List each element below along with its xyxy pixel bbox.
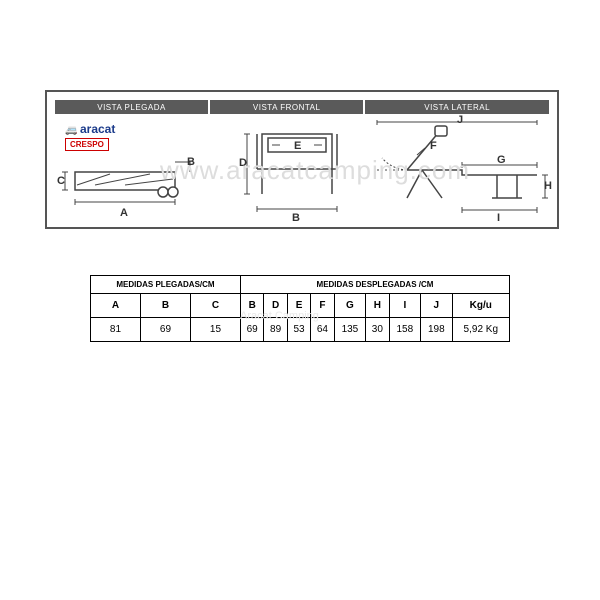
table-col-header: B (140, 294, 190, 318)
dim-a-folded: A (120, 207, 128, 219)
table-cell: 64 (311, 318, 334, 342)
table-cell: 30 (366, 318, 389, 342)
table-cell: 69 (140, 318, 190, 342)
dim-f: F (430, 140, 437, 152)
dim-b-folded: B (187, 156, 195, 168)
table-cell: 89 (264, 318, 287, 342)
table-col-header: D (264, 294, 287, 318)
table-col-header: E (287, 294, 310, 318)
table-cell: 198 (421, 318, 453, 342)
table-col-header: F (311, 294, 334, 318)
header-bar: VISTA PLEGADA VISTA FRONTAL VISTA LATERA… (55, 100, 549, 114)
table-col-header: A (91, 294, 141, 318)
header-front: VISTA FRONTAL (210, 100, 363, 114)
dim-j: J (457, 114, 463, 126)
dimensions-table: MEDIDAS PLEGADAS/CM MEDIDAS DESPLEGADAS … (90, 275, 510, 342)
brand-logos: 🚐 aracat CRESPO (65, 122, 115, 151)
table-cell: 135 (334, 318, 366, 342)
table-row: MEDIDAS PLEGADAS/CM MEDIDAS DESPLEGADAS … (91, 276, 510, 294)
group-header-folded: MEDIDAS PLEGADAS/CM (91, 276, 241, 294)
front-diagram (232, 124, 362, 224)
group-header-unfolded: MEDIDAS DESPLEGADAS /CM (240, 276, 509, 294)
table-cell: 81 (91, 318, 141, 342)
table-col-header: J (421, 294, 453, 318)
table-col-header: H (366, 294, 389, 318)
logo-aracat: aracat (80, 122, 115, 136)
dim-b-front: B (292, 212, 300, 224)
table-row: ABCBDEFGHIJKg/u (91, 294, 510, 318)
dim-i: I (497, 212, 500, 224)
table-col-header: Kg/u (452, 294, 509, 318)
table-cell: 15 (190, 318, 240, 342)
table-cell: 53 (287, 318, 310, 342)
lateral-diagram (367, 120, 552, 225)
table-col-header: G (334, 294, 366, 318)
dim-c-folded: C (57, 175, 65, 187)
table-cell: 5,92 Kg (452, 318, 509, 342)
dim-d: D (239, 157, 247, 169)
logo-crespo: CRESPO (65, 138, 109, 151)
table-col-header: B (240, 294, 263, 318)
header-folded: VISTA PLEGADA (55, 100, 208, 114)
table-col-header: C (190, 294, 240, 318)
table-cell: 69 (240, 318, 263, 342)
dim-h: H (544, 180, 552, 192)
dim-e: E (294, 140, 301, 152)
dim-g: G (497, 154, 506, 166)
diagram-panel: VISTA PLEGADA VISTA FRONTAL VISTA LATERA… (45, 90, 559, 229)
folded-diagram (55, 157, 205, 217)
table-row: 81691569895364135301581985,92 Kg (91, 318, 510, 342)
table-cell: 158 (389, 318, 421, 342)
table-col-header: I (389, 294, 421, 318)
header-side: VISTA LATERAL (365, 100, 549, 114)
